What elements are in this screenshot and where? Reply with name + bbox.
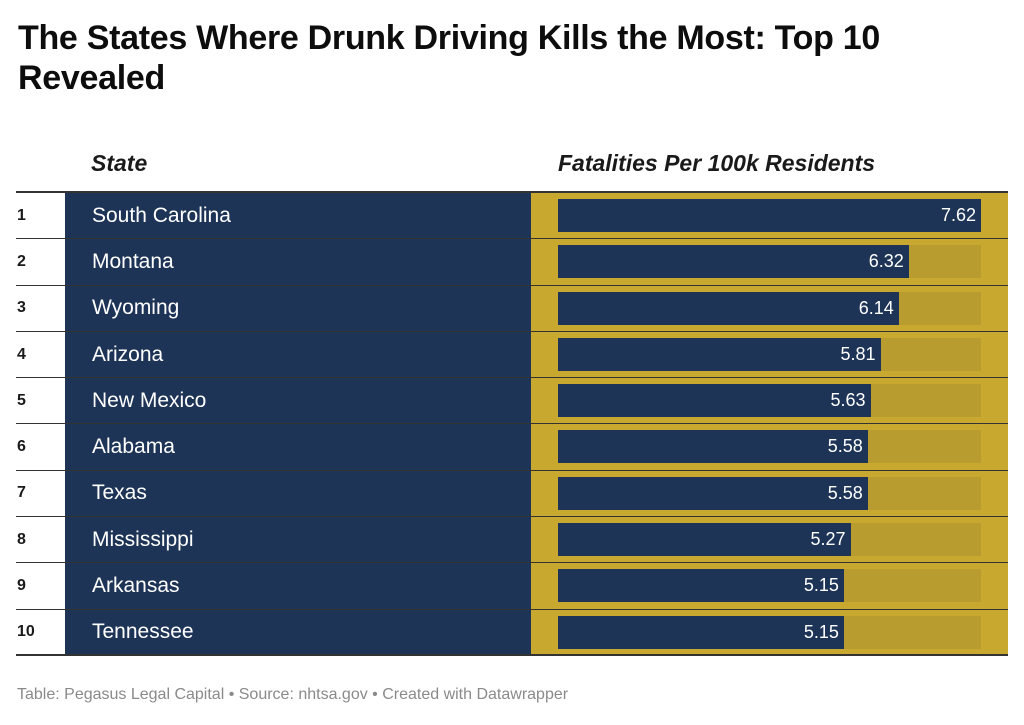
table-row-9: 9 Arkansas 5.15 <box>16 563 1008 610</box>
column-header-value[interactable]: Fatalities Per 100k Residents <box>558 150 876 176</box>
rank-cell: 9 <box>16 563 65 609</box>
value-cell: 5.27 <box>531 517 1008 563</box>
rank-cell: 7 <box>16 470 65 517</box>
bar-track: 5.15 <box>558 615 981 649</box>
state-cell: Wyoming <box>65 285 531 331</box>
chart-title: The States Where Drunk Driving Kills the… <box>18 19 880 97</box>
bar-value-label: 6.32 <box>868 251 904 272</box>
state-cell: South Carolina <box>65 193 531 239</box>
table-row-10: 10 Tennessee 5.15 <box>16 609 1008 656</box>
bar-value-label: 5.15 <box>803 621 839 642</box>
value-cell: 5.15 <box>531 563 1008 609</box>
rank-cell: 8 <box>16 517 65 563</box>
value-cell: 6.32 <box>531 239 1008 285</box>
state-cell: Arkansas <box>65 563 531 609</box>
table-row-7: 7 Texas 5.58 <box>16 470 1008 518</box>
bar-value-label: 5.81 <box>840 343 876 364</box>
bar: 5.63 <box>558 384 871 418</box>
table-row-5: 5 New Mexico 5.63 <box>16 378 1008 425</box>
bar: 7.62 <box>558 199 981 232</box>
value-cell: 5.58 <box>531 424 1008 470</box>
bar: 5.15 <box>558 615 844 649</box>
table-row-3: 3 Wyoming 6.14 <box>16 285 1008 332</box>
state-cell: Montana <box>65 239 531 285</box>
footer-credits: Table: Pegasus Legal Capital • Source: n… <box>17 686 569 703</box>
table-header: State Fatalities Per 100k Residents <box>0 140 1024 190</box>
bar-value-label: 5.15 <box>803 575 839 596</box>
value-cell: 5.63 <box>531 378 1008 424</box>
value-cell: 7.62 <box>531 193 1008 239</box>
bar: 5.81 <box>558 337 881 371</box>
value-cell: 6.14 <box>531 285 1008 331</box>
bar-track: 5.63 <box>558 384 981 418</box>
bar-track: 7.62 <box>558 199 981 232</box>
bar-track: 5.81 <box>558 337 981 371</box>
value-cell: 5.15 <box>531 609 1008 654</box>
bar-track: 5.58 <box>558 430 981 464</box>
column-header-state[interactable]: State <box>91 150 148 176</box>
value-cell: 5.81 <box>531 331 1008 378</box>
state-cell: Alabama <box>65 424 531 470</box>
bar-value-label: 5.27 <box>810 529 846 550</box>
bar: 6.32 <box>558 245 909 279</box>
table-row-6: 6 Alabama 5.58 <box>16 424 1008 471</box>
bar: 6.14 <box>558 291 899 325</box>
bar-track: 5.27 <box>558 523 981 557</box>
bar: 5.58 <box>558 430 868 464</box>
table-row-2: 2 Montana 6.32 <box>16 239 1008 286</box>
rank-cell: 2 <box>16 239 65 285</box>
state-cell: Mississippi <box>65 517 531 563</box>
rank-cell: 10 <box>16 609 65 654</box>
bar-track: 5.58 <box>558 476 981 510</box>
bar-value-label: 7.62 <box>940 205 976 225</box>
table-row-8: 8 Mississippi 5.27 <box>16 517 1008 564</box>
bar-track: 6.32 <box>558 245 981 279</box>
bar-track: 5.15 <box>558 569 981 603</box>
state-cell: Arizona <box>65 331 531 378</box>
bar: 5.58 <box>558 476 868 510</box>
bar: 5.27 <box>558 523 851 557</box>
bar-value-label: 6.14 <box>858 297 894 318</box>
state-cell: New Mexico <box>65 378 531 424</box>
bar-track: 6.14 <box>558 291 981 325</box>
state-cell: Texas <box>65 470 531 517</box>
bar-value-label: 5.63 <box>830 390 866 411</box>
bar: 5.15 <box>558 569 844 603</box>
rank-cell: 6 <box>16 424 65 470</box>
rank-cell: 5 <box>16 378 65 424</box>
rank-cell: 3 <box>16 285 65 331</box>
bar-value-label: 5.58 <box>827 436 863 457</box>
rank-cell: 4 <box>16 331 65 378</box>
rank-cell: 1 <box>16 193 65 239</box>
table-row-1: 1 South Carolina 7.62 <box>16 193 1008 240</box>
data-table: 1 South Carolina 7.62 2 Montana 6.32 <box>16 191 1008 656</box>
bar-value-label: 5.58 <box>827 482 863 503</box>
value-cell: 5.58 <box>531 470 1008 517</box>
table-row-4: 4 Arizona 5.81 <box>16 331 1008 379</box>
state-cell: Tennessee <box>65 609 531 654</box>
